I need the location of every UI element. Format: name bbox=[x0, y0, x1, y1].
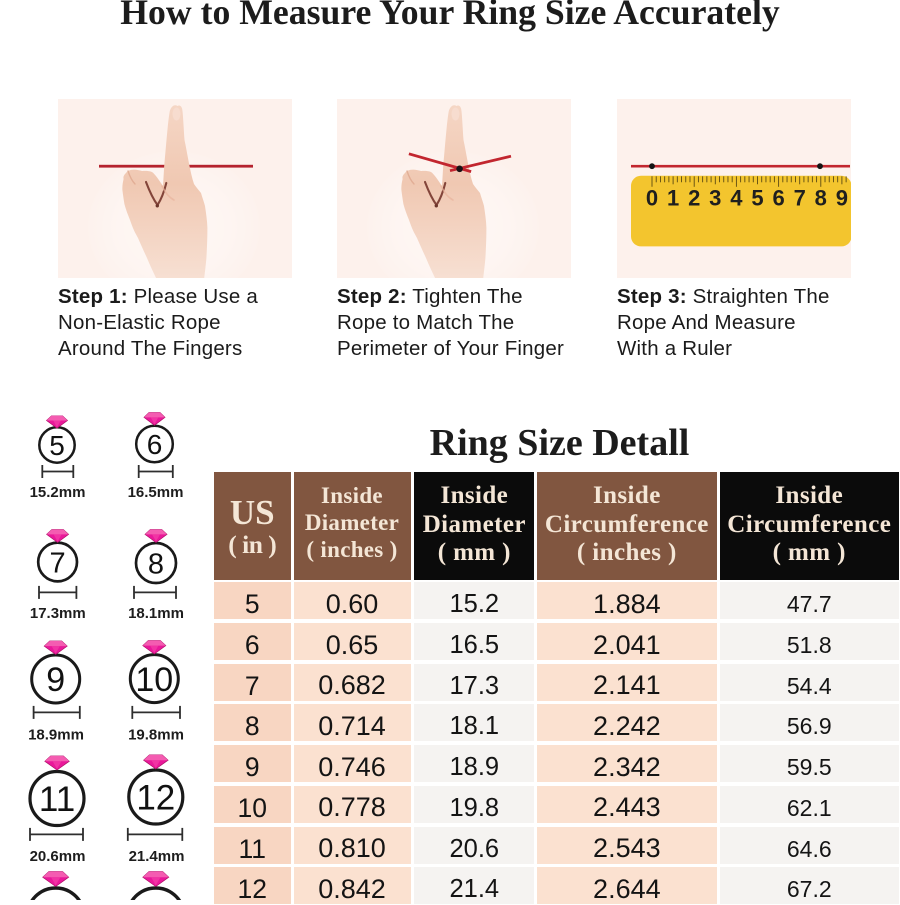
svg-text:16.5mm: 16.5mm bbox=[128, 484, 184, 501]
svg-text:10: 10 bbox=[135, 661, 173, 699]
svg-text:2: 2 bbox=[688, 186, 700, 211]
svg-text:7: 7 bbox=[794, 186, 806, 211]
svg-text:4: 4 bbox=[730, 186, 743, 211]
svg-text:12: 12 bbox=[136, 779, 175, 818]
svg-text:19.8mm: 19.8mm bbox=[128, 727, 184, 744]
svg-text:18.9mm: 18.9mm bbox=[28, 727, 84, 744]
svg-text:20.6mm: 20.6mm bbox=[30, 848, 86, 865]
svg-text:6: 6 bbox=[772, 186, 784, 211]
svg-text:5: 5 bbox=[751, 186, 763, 211]
svg-text:8: 8 bbox=[815, 186, 827, 211]
svg-text:3: 3 bbox=[709, 186, 721, 211]
svg-text:9: 9 bbox=[46, 661, 65, 699]
svg-text:15.2mm: 15.2mm bbox=[30, 484, 86, 501]
svg-text:13: 13 bbox=[32, 894, 80, 900]
svg-text:21.4mm: 21.4mm bbox=[129, 848, 185, 865]
svg-text:11: 11 bbox=[39, 780, 75, 819]
svg-text:1: 1 bbox=[667, 186, 679, 211]
svg-text:5: 5 bbox=[49, 430, 65, 461]
svg-text:7: 7 bbox=[50, 547, 66, 579]
svg-text:8: 8 bbox=[148, 548, 164, 580]
svg-text:6: 6 bbox=[147, 429, 163, 460]
svg-text:0: 0 bbox=[646, 186, 658, 211]
svg-text:14: 14 bbox=[132, 894, 180, 900]
svg-text:18.1mm: 18.1mm bbox=[128, 605, 184, 622]
svg-text:9: 9 bbox=[836, 186, 848, 211]
svg-text:17.3mm: 17.3mm bbox=[30, 605, 86, 622]
